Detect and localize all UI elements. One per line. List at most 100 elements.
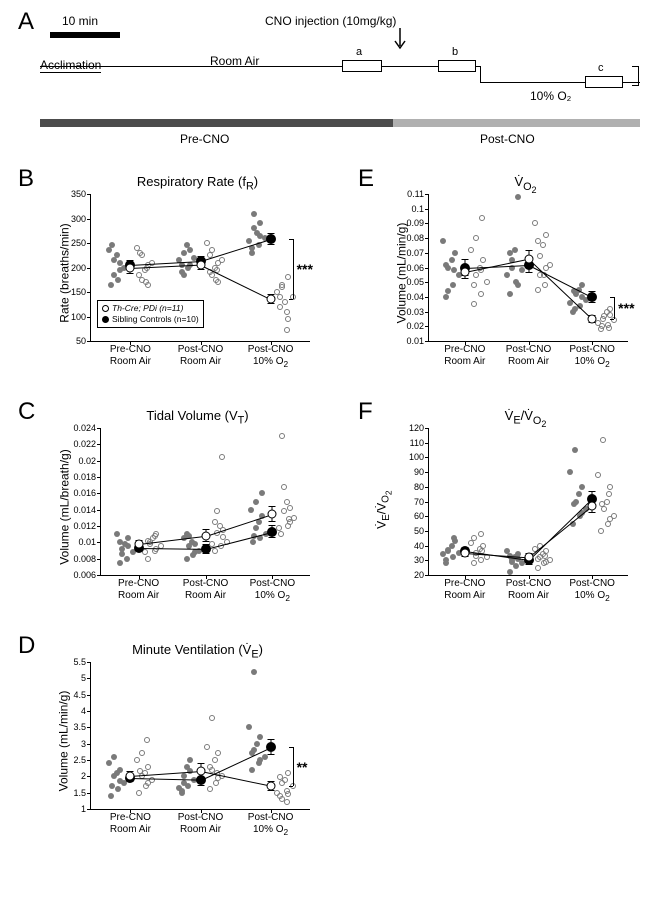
chart-title: V̇E/V̇O2	[393, 408, 658, 429]
mean-point-open	[196, 767, 205, 776]
y-tick-label: 0.006	[73, 570, 101, 580]
y-tick-label: 40	[414, 541, 429, 551]
box-b-label: b	[452, 46, 458, 58]
y-tick-label: 150	[71, 287, 91, 297]
x-category-label: Post-CNO10% O2	[236, 812, 306, 837]
mean-point-open	[460, 267, 469, 276]
mean-point-solid	[201, 544, 211, 554]
acclimation-label: Acclimation	[40, 58, 101, 73]
injection-label: CNO injection (10mg/kg)	[265, 14, 396, 28]
y-tick-label: 60	[414, 511, 429, 521]
y-tick-label: 0.01	[78, 537, 101, 547]
room-air-label: Room Air	[210, 54, 259, 68]
y-tick-label: 0.008	[73, 554, 101, 564]
x-category-label: Post-CNO10% O2	[557, 344, 627, 369]
y-tick-label: 1.5	[73, 788, 91, 798]
mean-point-solid	[266, 742, 276, 752]
panel-letter-d: D	[18, 632, 35, 660]
y-tick-label: 300	[71, 214, 91, 224]
box-b	[438, 60, 476, 72]
y-tick-label: 0.03	[406, 307, 429, 317]
y-tick-label: 5	[81, 673, 91, 683]
y-tick-label: 4.5	[73, 690, 91, 700]
y-tick-label: 2	[81, 771, 91, 781]
significance-marker: ***	[297, 261, 313, 277]
x-category-label: Post-CNO10% O2	[237, 578, 307, 603]
chart-title: Minute Ventilation (V̇E)	[55, 642, 340, 661]
y-tick-label: 80	[414, 482, 429, 492]
y-tick-label: 4	[81, 706, 91, 716]
x-category-label: Post-CNORoom Air	[494, 344, 564, 367]
y-axis-label: V̇E/V̇O2	[375, 490, 394, 528]
y-tick-label: 50	[76, 336, 91, 346]
y-tick-label: 0.022	[73, 439, 101, 449]
y-tick-label: 110	[410, 438, 429, 448]
pre-cno-bar	[40, 119, 393, 127]
y-tick-label: 350	[71, 189, 91, 199]
y-tick-label: 0.016	[73, 488, 101, 498]
mean-point-open	[524, 553, 533, 562]
scale-label: 10 min	[62, 14, 98, 28]
x-category-label: Post-CNORoom Air	[166, 812, 236, 835]
panel-f-chart: V̇E/V̇O2 V̇E/V̇O2 2030405060708090100110…	[393, 412, 658, 612]
y-tick-label: 0.11	[407, 189, 429, 199]
y-tick-label: 0.024	[73, 423, 101, 433]
significance-marker: ***	[618, 300, 634, 316]
y-tick-label: 50	[414, 526, 429, 536]
x-category-label: Post-CNO10% O2	[557, 578, 627, 603]
y-tick-label: 120	[409, 423, 429, 433]
x-category-label: Pre-CNORoom Air	[430, 578, 500, 601]
o2-label: 10% O₂	[530, 89, 571, 103]
box-a	[342, 60, 382, 72]
y-tick-label: 0.01	[406, 336, 429, 346]
x-category-label: Post-CNO10% O2	[236, 344, 306, 369]
mean-point-solid	[587, 292, 597, 302]
y-tick-label: 2.5	[73, 755, 91, 765]
chart-title: V̇O2	[393, 174, 658, 195]
y-tick-label: 3.5	[73, 722, 91, 732]
y-tick-label: 0.012	[73, 521, 101, 531]
x-category-label: Pre-CNORoom Air	[104, 578, 174, 601]
box-c	[585, 76, 623, 88]
post-cno-label: Post-CNO	[480, 132, 535, 146]
mean-point-open	[524, 254, 533, 263]
mean-point-open	[588, 314, 597, 323]
panel-letter-a: A	[18, 8, 34, 36]
scale-bar	[50, 32, 120, 38]
y-tick-label: 0.014	[73, 505, 101, 515]
panel-e-chart: V̇O2 Volume (mL/min/g) 0.010.020.030.040…	[393, 178, 658, 378]
x-category-label: Post-CNORoom Air	[166, 344, 236, 367]
y-axis-label: Rate (breaths/min)	[58, 223, 72, 322]
mean-point-solid	[266, 234, 276, 244]
mean-point-open	[196, 261, 205, 270]
panel-letter-f: F	[358, 398, 373, 426]
chart-title: Respiratory Rate (fR)	[55, 174, 340, 193]
y-axis-label: Volume (mL/breath/g)	[58, 449, 72, 564]
y-tick-label: 0.02	[78, 456, 101, 466]
mean-point-open	[266, 295, 275, 304]
y-tick-label: 1	[81, 804, 91, 814]
y-axis-label: Volume (mL/min/g)	[56, 691, 70, 792]
mean-point-open	[460, 548, 469, 557]
x-category-label: Pre-CNORoom Air	[95, 344, 165, 367]
x-category-label: Post-CNORoom Air	[494, 578, 564, 601]
y-tick-label: 70	[414, 497, 429, 507]
y-tick-label: 100	[71, 312, 91, 322]
mean-point-open	[201, 531, 210, 540]
mean-point-solid	[267, 527, 277, 537]
panel-letter-b: B	[18, 165, 34, 193]
x-category-label: Post-CNORoom Air	[171, 578, 241, 601]
x-category-label: Pre-CNORoom Air	[430, 344, 500, 367]
box-a-label: a	[356, 46, 362, 58]
mean-point-open	[126, 264, 135, 273]
post-cno-bar	[393, 119, 640, 127]
arrow-down-icon	[392, 28, 408, 52]
mean-point-open	[126, 772, 135, 781]
panel-letter-e: E	[358, 165, 374, 193]
y-tick-label: 0.1	[411, 204, 429, 214]
panel-a-timeline: 10 min CNO injection (10mg/kg) Acclimati…	[40, 14, 645, 144]
timeline-line-top	[40, 66, 480, 67]
y-tick-label: 0.09	[406, 218, 429, 228]
mean-point-open	[588, 501, 597, 510]
y-tick-label: 0.06	[406, 263, 429, 273]
